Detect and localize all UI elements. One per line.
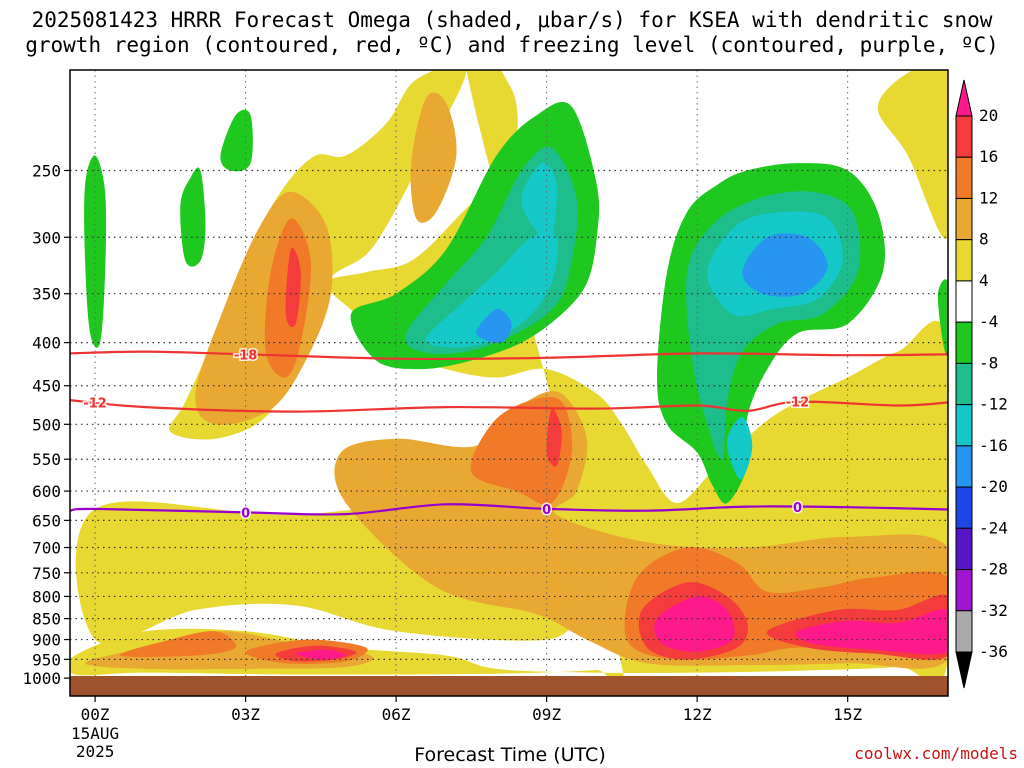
colorbar-label-4: 4 [979, 271, 989, 290]
y-tick-label-700: 700 [32, 539, 61, 558]
chart-title-line-1: 2025081423 HRRR Forecast Omega (shaded, … [31, 8, 993, 32]
colorbar-box-9 [955, 486, 973, 529]
y-tick-label-900: 900 [32, 631, 61, 650]
contour-label-1-1: -12 [786, 396, 810, 411]
omega-region-16-0 [285, 247, 301, 328]
colorbar-box-11 [955, 569, 973, 612]
contour--12-1 [70, 399, 948, 413]
omega-region--16-1 [742, 233, 828, 297]
colorbar-label-6: -8 [979, 353, 998, 372]
colorbar-label-3: 8 [979, 230, 989, 249]
x-tick-label-00Z: 00Z [81, 705, 110, 724]
y-tick-label-350: 350 [32, 285, 61, 304]
colorbar-label-1: 16 [979, 147, 998, 166]
colorbar-bottom-triangle [955, 651, 973, 689]
y-tick-label-950: 950 [32, 650, 61, 669]
y-tick-label-450: 450 [32, 377, 61, 396]
x-date-label-0: 15AUG [71, 724, 119, 743]
y-tick-label-650: 650 [32, 511, 61, 530]
colorbar-box-10 [955, 527, 973, 571]
colorbar-box-5 [955, 321, 973, 364]
colorbar-box-3 [955, 239, 973, 282]
y-tick-label-600: 600 [32, 482, 61, 501]
colorbar-label-7: -12 [979, 395, 1008, 414]
x-tick-label-03Z: 03Z [231, 705, 260, 724]
contour-label-2-2: 0 [793, 501, 802, 516]
colorbar-box-12 [955, 610, 973, 653]
colorbar-box-7 [955, 404, 973, 447]
contour-label-2-0: 0 [241, 506, 250, 521]
contour--18-0 [70, 350, 948, 361]
colorbar-box-1 [955, 156, 973, 199]
colorbar-label-8: -16 [979, 436, 1008, 455]
chart-title-line-2: growth region (contoured, red, ºC) and f… [25, 33, 999, 57]
omega-region-4-2 [877, 70, 948, 240]
y-tick-label-1000: 1000 [22, 669, 61, 688]
x-axis-label: Forecast Time (UTC) [414, 744, 606, 766]
y-tick-label-800: 800 [32, 587, 61, 606]
omega-region-16-1 [546, 408, 562, 467]
y-tick-label-850: 850 [32, 610, 61, 629]
omega-region-8-1 [410, 92, 457, 223]
omega-region--4-5 [937, 279, 948, 356]
contour-label-1-0: -12 [83, 396, 107, 411]
omega-region-20-1 [795, 609, 948, 655]
colorbar-label-10: -24 [979, 518, 1008, 537]
omega-region--12-1 [521, 162, 558, 241]
colorbar-label-0: 20 [979, 106, 998, 125]
omega-region--4-2 [220, 109, 253, 172]
colorbar-box-4 [955, 280, 973, 323]
contour-label-2-1: 0 [542, 503, 551, 518]
omega-region--4-1 [180, 167, 206, 267]
colorbar-label-5: -4 [979, 312, 998, 331]
colorbar-label-9: -20 [979, 477, 1008, 496]
colorbar-label-11: -28 [979, 560, 1008, 579]
credit-link[interactable]: coolwx.com/models [854, 744, 1018, 763]
x-tick-label-15Z: 15Z [833, 705, 862, 724]
y-tick-label-400: 400 [32, 334, 61, 353]
contour-0-2 [70, 503, 948, 516]
omega-region--12-0 [425, 232, 559, 348]
colorbar-box-8 [955, 445, 973, 488]
omega-region-20-2 [295, 649, 346, 660]
y-tick-label-300: 300 [32, 228, 61, 247]
omega-region--16-0 [476, 308, 512, 343]
omega-region-20-0 [654, 596, 735, 652]
y-tick-label-250: 250 [32, 161, 61, 180]
y-tick-label-500: 500 [32, 415, 61, 434]
y-tick-label-550: 550 [32, 450, 61, 469]
x-tick-label-12Z: 12Z [683, 705, 712, 724]
ground-surface [70, 676, 948, 696]
x-date-label-1: 2025 [76, 742, 115, 761]
x-tick-label-09Z: 09Z [532, 705, 561, 724]
colorbar-top-triangle [955, 79, 973, 117]
colorbar-box-2 [955, 197, 973, 241]
omega-region--12-3 [726, 416, 753, 480]
contour-label-0-0: -18 [234, 348, 258, 363]
colorbar-label-13: -36 [979, 642, 1008, 661]
y-tick-label-750: 750 [32, 564, 61, 583]
omega-region-12-3 [119, 631, 237, 658]
colorbar-box-0 [955, 115, 973, 158]
colorbar-label-12: -32 [979, 601, 1008, 620]
omega-region-4-0 [70, 70, 948, 676]
plot-frame [69, 69, 949, 697]
colorbar-label-2: 12 [979, 188, 998, 207]
x-tick-label-06Z: 06Z [382, 705, 411, 724]
colorbar-box-6 [955, 362, 973, 406]
